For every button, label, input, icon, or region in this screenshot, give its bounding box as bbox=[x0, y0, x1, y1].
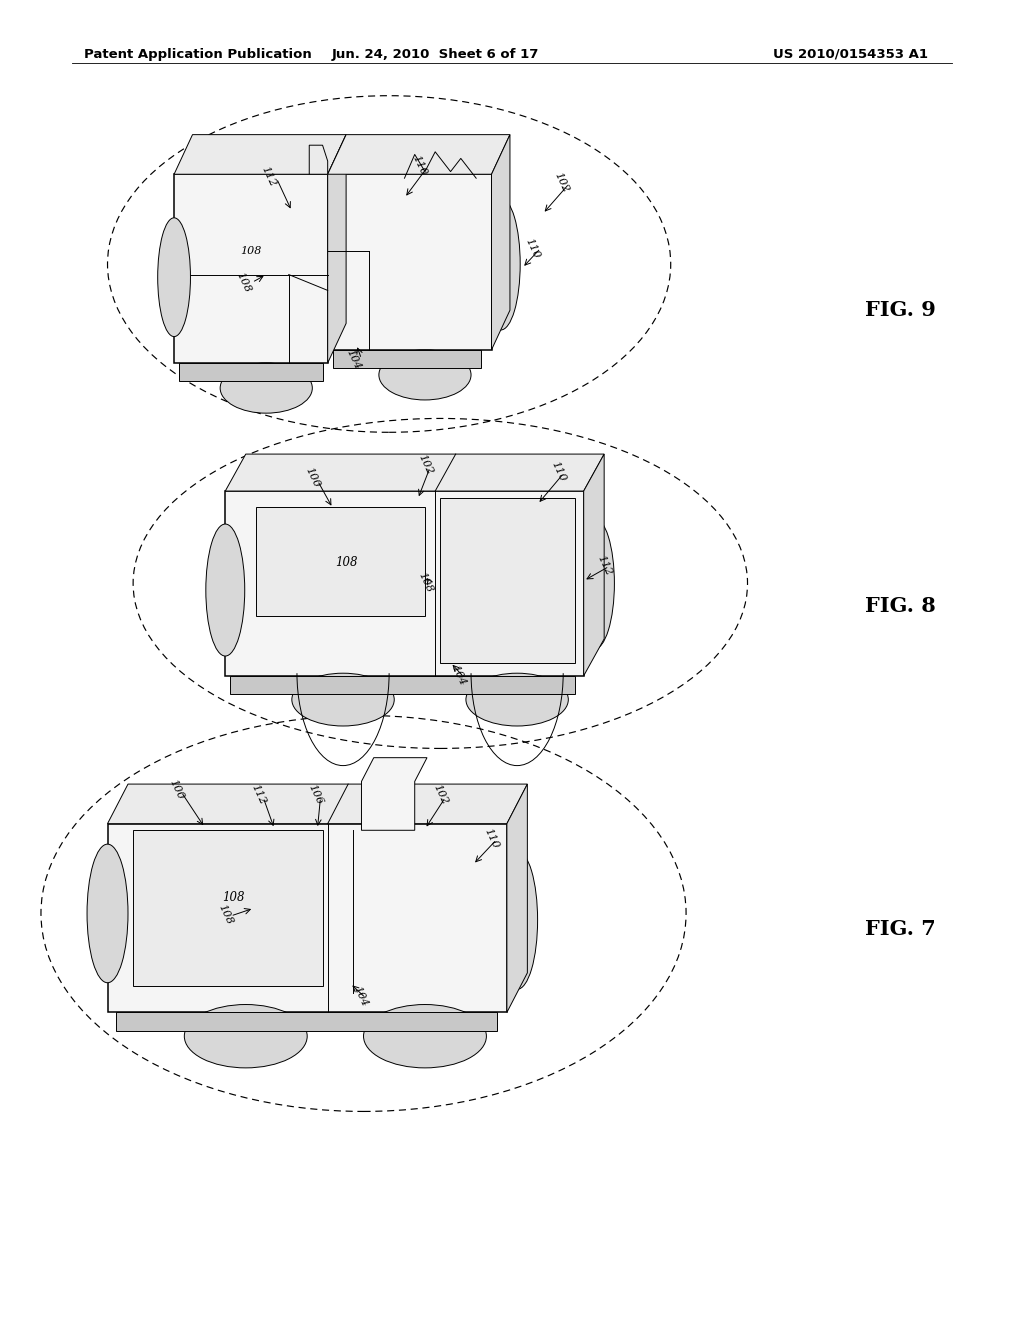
Text: 106: 106 bbox=[306, 783, 325, 807]
Text: 112: 112 bbox=[259, 165, 278, 189]
Text: FIG. 9: FIG. 9 bbox=[865, 300, 936, 321]
Text: 108: 108 bbox=[335, 556, 357, 569]
Polygon shape bbox=[230, 676, 575, 694]
Text: 110: 110 bbox=[482, 826, 501, 850]
Polygon shape bbox=[584, 454, 604, 676]
Polygon shape bbox=[133, 830, 323, 986]
Ellipse shape bbox=[158, 218, 190, 337]
Text: US 2010/0154353 A1: US 2010/0154353 A1 bbox=[773, 48, 928, 61]
Text: 108: 108 bbox=[222, 891, 245, 904]
Text: 100: 100 bbox=[303, 466, 322, 490]
Text: 108: 108 bbox=[234, 271, 253, 294]
Polygon shape bbox=[108, 784, 527, 824]
Text: FIG. 7: FIG. 7 bbox=[865, 919, 936, 940]
Ellipse shape bbox=[184, 1005, 307, 1068]
Ellipse shape bbox=[364, 1005, 486, 1068]
Polygon shape bbox=[492, 135, 510, 350]
Ellipse shape bbox=[379, 350, 471, 400]
Ellipse shape bbox=[481, 198, 520, 330]
Text: 104: 104 bbox=[450, 664, 468, 688]
Polygon shape bbox=[256, 507, 425, 616]
Text: 112: 112 bbox=[249, 783, 267, 807]
Polygon shape bbox=[309, 145, 328, 174]
Ellipse shape bbox=[206, 524, 245, 656]
Polygon shape bbox=[328, 174, 492, 350]
Ellipse shape bbox=[87, 845, 128, 982]
Text: 110: 110 bbox=[549, 459, 567, 483]
Polygon shape bbox=[333, 350, 481, 368]
Text: 102: 102 bbox=[431, 783, 450, 807]
Ellipse shape bbox=[220, 363, 312, 413]
Polygon shape bbox=[328, 135, 346, 363]
Text: Jun. 24, 2010  Sheet 6 of 17: Jun. 24, 2010 Sheet 6 of 17 bbox=[332, 48, 539, 61]
Polygon shape bbox=[174, 174, 328, 363]
Text: 108: 108 bbox=[416, 570, 434, 594]
Ellipse shape bbox=[466, 673, 568, 726]
Text: 110: 110 bbox=[411, 153, 429, 177]
Polygon shape bbox=[174, 135, 346, 174]
Polygon shape bbox=[108, 824, 507, 1012]
Text: 104: 104 bbox=[344, 347, 362, 371]
Ellipse shape bbox=[292, 673, 394, 726]
Text: 108: 108 bbox=[241, 246, 261, 256]
Polygon shape bbox=[116, 1012, 497, 1031]
Polygon shape bbox=[440, 498, 575, 663]
Text: 100: 100 bbox=[167, 777, 185, 801]
Text: 104: 104 bbox=[351, 985, 370, 1008]
Polygon shape bbox=[361, 758, 427, 830]
Ellipse shape bbox=[573, 517, 614, 649]
Text: 112: 112 bbox=[595, 553, 613, 577]
Text: 102: 102 bbox=[552, 170, 570, 194]
Polygon shape bbox=[328, 135, 510, 174]
Text: FIG. 8: FIG. 8 bbox=[865, 595, 936, 616]
Text: 102: 102 bbox=[416, 453, 434, 477]
Ellipse shape bbox=[497, 851, 538, 990]
Text: 108: 108 bbox=[216, 903, 234, 927]
Polygon shape bbox=[225, 491, 584, 676]
Text: 110: 110 bbox=[523, 236, 542, 260]
Polygon shape bbox=[179, 363, 323, 381]
Text: Patent Application Publication: Patent Application Publication bbox=[84, 48, 311, 61]
Polygon shape bbox=[225, 454, 604, 491]
Polygon shape bbox=[507, 784, 527, 1012]
